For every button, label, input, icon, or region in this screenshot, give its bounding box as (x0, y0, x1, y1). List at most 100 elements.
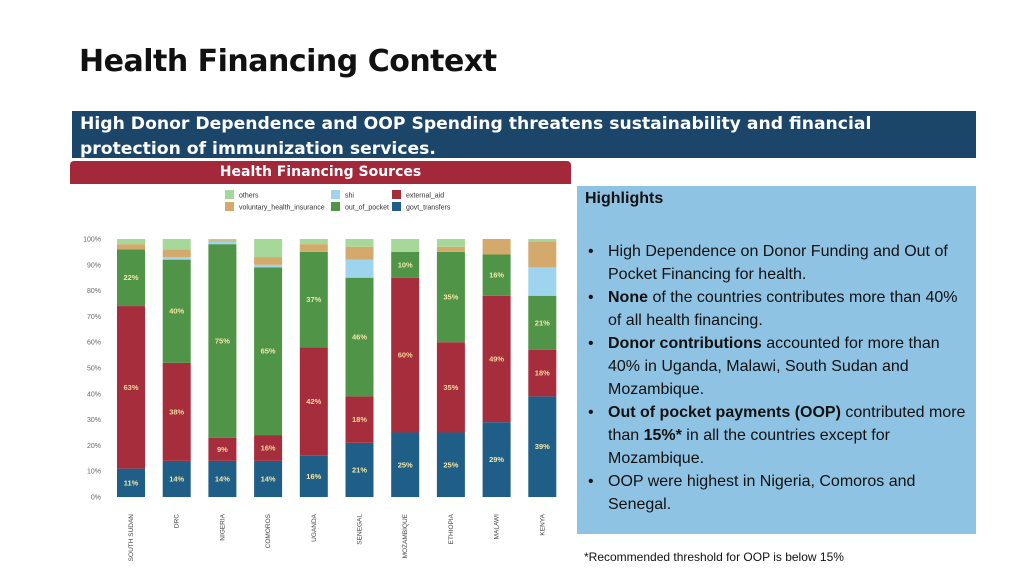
bar-segment-govt_transfers (254, 460, 283, 497)
data-label-out_of_pocket: 46% (352, 333, 367, 342)
data-label-external_aid: 38% (169, 407, 184, 416)
health-financing-chart: others shi external_aid voluntary_health_in… (83, 190, 557, 561)
y-tick-label: 90% (87, 262, 101, 269)
highlight-item: Donor contributions accounted for more t… (585, 332, 968, 401)
chart-header: Health Financing Sources (70, 161, 571, 184)
data-label-govt_transfers: 39% (535, 442, 550, 451)
legend-swatch-voluntary_health_insurance (225, 202, 234, 211)
y-tick-label: 20% (87, 443, 101, 450)
bar-segment-out_of_pocket (436, 251, 465, 343)
legend-swatch-govt_transfers (392, 202, 401, 211)
bar-segment-govt_transfers (391, 432, 420, 497)
bar-segment-govt_transfers (162, 460, 191, 497)
chart-x-axis: SOUTH SUDAN DRC NIGERIA COMOROS UGANDA SENEGA… (128, 513, 546, 561)
x-tick-label: UGANDA (311, 513, 318, 541)
data-label-govt_transfers: 29% (489, 455, 504, 464)
data-label-external_aid: 18% (535, 369, 550, 378)
highlight-emphasis: Donor contributions (608, 335, 762, 352)
highlight-emphasis: Out of pocket payments (OOP) (608, 404, 841, 421)
bar-segment-govt_transfers (345, 442, 374, 497)
bar-segment-external_aid (117, 306, 145, 469)
legend-swatch-out_of_pocket (331, 202, 340, 211)
bar-segment-out_of_pocket (254, 267, 283, 436)
highlights-panel: Highlights High Dependence on Donor Fund… (577, 186, 976, 534)
data-label-out_of_pocket: 10% (398, 260, 413, 269)
bar-segment-voluntary_health_insurance (345, 246, 374, 260)
bar-segment-external_aid (436, 342, 465, 433)
bar-segment-external_aid (162, 362, 191, 461)
data-label-govt_transfers: 16% (306, 472, 321, 481)
bar-segment-out_of_pocket (208, 244, 237, 438)
bar-segment-voluntary_health_insurance (528, 241, 557, 268)
bar-segment-voluntary_health_insurance (117, 244, 145, 250)
data-label-external_aid: 18% (352, 415, 367, 424)
data-label-external_aid: 16% (261, 443, 276, 452)
bar-segment-shi (208, 241, 237, 245)
bar-segment-voluntary_health_insurance (482, 239, 511, 255)
bar-segment-govt_transfers (528, 396, 557, 497)
bar-segment-out_of_pocket (117, 249, 145, 307)
bar-segment-govt_transfers (436, 432, 465, 497)
highlight-text: of the countries contributes more than 4… (608, 289, 958, 329)
y-tick-label: 10% (87, 469, 101, 476)
bar-segment-others (254, 239, 283, 258)
legend-swatch-external_aid (392, 190, 401, 199)
data-label-external_aid: 60% (398, 351, 413, 360)
x-tick-label: COMOROS (265, 513, 272, 548)
data-label-out_of_pocket: 22% (123, 273, 138, 282)
headline-banner: High Donor Dependence and OOP Spending t… (72, 111, 976, 159)
legend-label-govt_transfers: govt_transfers (406, 205, 451, 212)
bar-segment-govt_transfers (117, 468, 145, 497)
legend-label-shi: shi (345, 193, 354, 200)
bar-segment-voluntary_health_insurance (299, 244, 328, 252)
bar-segment-others (208, 239, 237, 241)
chart-data-labels: 11% 63% 22% 14% 38% 40% 14% 9% 75% 14% 16% 65% 16% 42… (123, 260, 550, 487)
x-tick-label: SENEGAL (357, 514, 364, 545)
x-tick-label: MALAWI (494, 514, 501, 540)
legend-swatch-shi (331, 190, 340, 199)
data-label-out_of_pocket: 40% (169, 307, 184, 316)
data-label-external_aid: 42% (306, 397, 321, 406)
chart-y-axis: 0% 10% 20% 30% 40% 50% 60% 70% 80% 90% 100% (83, 237, 101, 502)
bar-segment-external_aid (299, 347, 328, 456)
x-tick-label: ETHIOPIA (448, 513, 455, 544)
data-label-govt_transfers: 14% (169, 474, 184, 483)
data-label-out_of_pocket: 65% (261, 347, 276, 356)
y-tick-label: 30% (87, 417, 101, 424)
legend-label-voluntary_health_insurance: voluntary_health_insurance (239, 205, 325, 212)
x-tick-label: KENYA (539, 513, 546, 535)
highlight-item: OOP were highest in Nigeria, Comoros and… (585, 470, 968, 516)
bar-segment-external_aid (254, 435, 283, 461)
bar-segment-out_of_pocket (482, 254, 511, 296)
bar-segment-external_aid (208, 437, 237, 461)
legend-label-external_aid: external_aid (406, 193, 444, 200)
data-label-govt_transfers: 14% (215, 474, 230, 483)
bar-segment-out_of_pocket (162, 259, 191, 363)
x-tick-label: SOUTH SUDAN (128, 514, 135, 562)
bar-segment-govt_transfers (208, 460, 237, 497)
bar-segment-voluntary_health_insurance (254, 257, 283, 265)
legend-label-out_of_pocket: out_of_pocket (345, 205, 389, 212)
y-tick-label: 70% (87, 314, 101, 321)
legend-swatch-others (225, 190, 234, 199)
data-label-out_of_pocket: 75% (215, 336, 230, 345)
data-label-out_of_pocket: 21% (535, 318, 550, 327)
data-label-out_of_pocket: 35% (443, 293, 458, 302)
y-tick-label: 100% (83, 237, 101, 244)
x-tick-label: NIGERIA (219, 513, 226, 540)
data-label-out_of_pocket: 16% (489, 271, 504, 280)
data-label-govt_transfers: 11% (124, 478, 139, 487)
bar-segment-voluntary_health_insurance (162, 249, 191, 258)
bar-segment-others (299, 239, 328, 245)
bar-segment-out_of_pocket (299, 251, 328, 348)
bar-segment-out_of_pocket (345, 277, 374, 397)
bar-segment-others (528, 239, 557, 242)
data-label-external_aid: 49% (489, 354, 504, 363)
bar-segment-external_aid (528, 349, 557, 397)
highlight-item: High Dependence on Donor Funding and Out… (585, 240, 968, 286)
bar-segment-shi (254, 264, 283, 268)
highlights-list: High Dependence on Donor Funding and Out… (585, 240, 968, 516)
data-label-out_of_pocket: 37% (306, 295, 321, 304)
footnote: *Recommended threshold for OOP is below … (584, 550, 844, 564)
data-label-external_aid: 9% (217, 445, 228, 454)
